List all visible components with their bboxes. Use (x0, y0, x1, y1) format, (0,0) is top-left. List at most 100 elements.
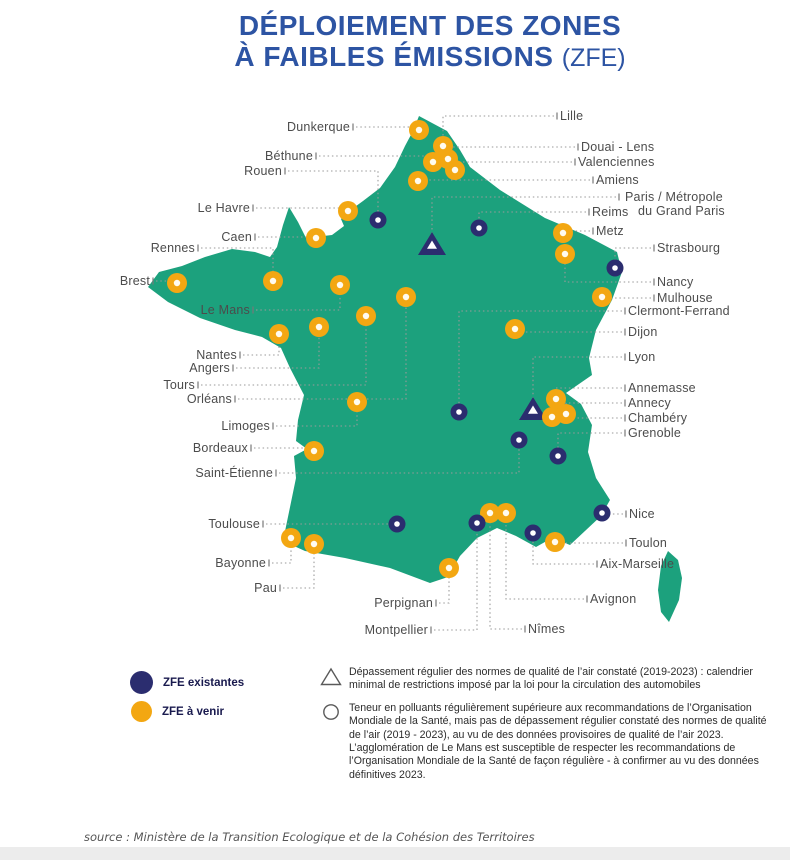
label-Brest: Brest (120, 274, 151, 288)
coming-zfe-dot-icon (131, 701, 152, 722)
bottom-band (0, 847, 790, 860)
label-Clermont-Ferrand: Clermont-Ferrand (628, 304, 730, 318)
france-outline (148, 116, 622, 583)
leader-Pau (283, 544, 315, 589)
label-Strasbourg: Strasbourg (657, 241, 720, 255)
label-Amiens: Amiens (596, 173, 639, 187)
legend-markers: ZFE existantes ZFE à venir (130, 671, 244, 729)
label-Lille: Lille (560, 109, 583, 123)
leader-Le Havre (256, 207, 349, 211)
legend-item-circle: Teneur en polluants régulièrement supéri… (320, 702, 772, 782)
legend-existing-label: ZFE existantes (163, 676, 245, 689)
marker-center-Dunkerque (415, 126, 423, 134)
marker-center-Nantes (275, 330, 283, 338)
label-Bordeaux: Bordeaux (193, 441, 249, 455)
marker-center-Bayonne (287, 534, 295, 542)
legend-coming-label: ZFE à venir (162, 705, 224, 718)
label-Annemasse: Annemasse (628, 381, 696, 395)
marker-center-Angers (315, 323, 323, 331)
marker-center-Dijon (511, 325, 519, 333)
label-Metz: Metz (596, 224, 624, 238)
leader-Angers (236, 327, 320, 369)
label-Aix-Marseille: Aix-Marseille (600, 557, 674, 571)
marker-center-Reims (476, 225, 482, 231)
leader-Toulon (554, 542, 623, 544)
marker-center-Clermont-Ferrand (456, 409, 462, 415)
marker-center-Grenoble (555, 453, 561, 459)
marker-center-Nice (599, 510, 605, 516)
label-Rennes: Rennes (151, 241, 195, 255)
label-Paris / Métropole du Grand Paris: Paris / Métropole (625, 190, 723, 204)
label-Nancy: Nancy (657, 275, 694, 289)
marker-center-Perpignan (445, 564, 453, 572)
legend-notes: Dépassement régulier des normes de quali… (320, 666, 772, 791)
corsica-outline (658, 551, 682, 622)
marker-center-Mulhouse (598, 293, 606, 301)
marker-triangle-center-Lyon (528, 405, 538, 414)
triangle-outline-icon (320, 667, 342, 692)
label-Orléans: Orléans (187, 392, 232, 406)
marker-center-Le Havre (344, 207, 352, 215)
label-Douai - Lens: Douai - Lens (581, 140, 654, 154)
marker-center-Chambéry (548, 413, 556, 421)
label-Pau: Pau (254, 581, 277, 595)
marker-center-Avignon (502, 509, 510, 517)
label-Nîmes: Nîmes (528, 622, 565, 636)
label-Tours: Tours (163, 378, 195, 392)
label-Annecy: Annecy (628, 396, 671, 410)
label-Saint-Étienne: Saint-Étienne (195, 465, 273, 480)
label-Le Havre: Le Havre (198, 201, 250, 215)
marker-center-Montpellier (474, 520, 480, 526)
label-Reims: Reims (592, 205, 628, 219)
label-Le Mans: Le Mans (201, 303, 250, 317)
marker-center-Annecy (562, 410, 570, 418)
label-Mulhouse: Mulhouse (657, 291, 713, 305)
label-Angers: Angers (189, 361, 230, 375)
marker-center-Brest (173, 279, 181, 287)
page-title: DÉPLOIEMENT DES ZONES À FAIBLES ÉMISSION… (55, 10, 790, 74)
title-line2: À FAIBLES ÉMISSIONS (ZFE) (234, 41, 626, 72)
label-Caen: Caen (221, 230, 252, 244)
existing-zfe-dot-icon (130, 671, 153, 694)
marker-center-Rennes (269, 277, 277, 285)
title-zfe-abbrev: (ZFE) (561, 44, 626, 72)
leader-Avignon (505, 513, 584, 600)
legend-triangle-text: Dépassement régulier des normes de quali… (349, 666, 753, 692)
marker-center-Limoges (353, 398, 361, 406)
leader-Perpignan (439, 568, 450, 604)
marker-center-Amiens (414, 177, 422, 185)
label-Nantes: Nantes (196, 348, 237, 362)
leader-Aix-Marseille (532, 533, 594, 565)
legend-item-existing: ZFE existantes (130, 671, 244, 694)
marker-center-Orléans (402, 293, 410, 301)
label-Chambéry: Chambéry (628, 411, 688, 425)
legend-item-triangle: Dépassement régulier des normes de quali… (320, 666, 772, 693)
circle-outline-icon (320, 703, 342, 728)
marker-triangle-center-Paris / Métropole du Grand Paris (427, 240, 437, 249)
leader-Lille (442, 115, 554, 146)
label-Nice: Nice (629, 507, 655, 521)
label-Dunkerque: Dunkerque (287, 120, 350, 134)
leader-Reims (478, 211, 586, 228)
label-Avignon: Avignon (590, 592, 636, 606)
marker-center-Toulon (551, 538, 559, 546)
marker-center-Valenciennes (451, 166, 459, 174)
marker-center-Annemasse (552, 395, 560, 403)
label-Montpellier: Montpellier (365, 623, 428, 637)
marker-center-Lille (439, 142, 447, 150)
label-Lyon: Lyon (628, 350, 655, 364)
leader-Orléans (238, 297, 407, 400)
leader-Annecy (565, 402, 622, 414)
label-Dijon: Dijon (628, 325, 658, 339)
marker-center-Pau (310, 540, 318, 548)
marker-center-Tours (362, 312, 370, 320)
label-Paris / Métropole du Grand Paris-l1: du Grand Paris (638, 204, 725, 218)
leader-Douai - Lens (447, 146, 575, 159)
label-Grenoble: Grenoble (628, 426, 681, 440)
marker-center-Caen (312, 234, 320, 242)
label-Béthune: Béthune (265, 149, 313, 163)
marker-center-Aix-Marseille (530, 530, 536, 536)
leader-Tours (201, 316, 367, 386)
label-Toulouse: Toulouse (208, 517, 260, 531)
